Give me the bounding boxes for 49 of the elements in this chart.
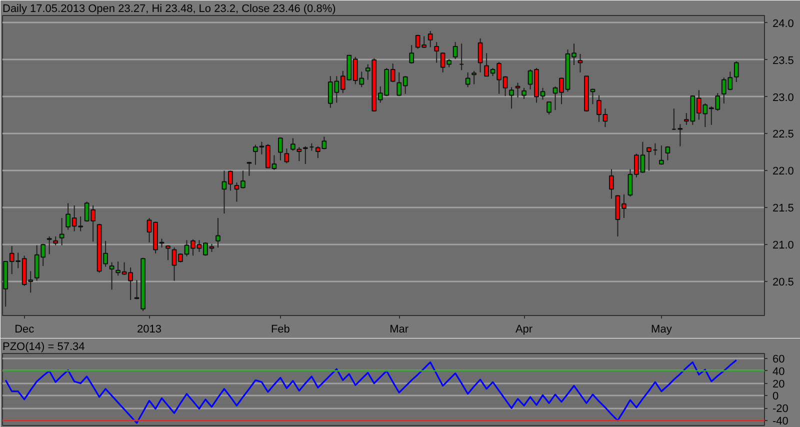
candlestick [522, 87, 526, 100]
candlestick [166, 244, 170, 261]
line-series [4, 359, 738, 424]
y-tick-label: 40 [772, 366, 785, 378]
candlestick [284, 148, 290, 164]
y-tick-label: 23.0 [772, 92, 794, 104]
y-tick-label: 20 [772, 378, 785, 390]
candlestick [472, 70, 476, 85]
candlestick [659, 145, 664, 166]
candlestick [546, 101, 552, 116]
x-tick-label: Dec [14, 324, 35, 336]
y-tick-label: 0 [772, 390, 779, 403]
candlestick [216, 217, 220, 248]
x-tick-label: 2013 [137, 324, 162, 336]
candlestick [46, 236, 52, 255]
candlestick [609, 168, 614, 200]
candlestick [434, 42, 440, 64]
candlestick [302, 146, 308, 165]
y-tick-label: -20 [772, 403, 788, 416]
candlestick [109, 262, 114, 290]
candlestick [59, 217, 64, 246]
candlestick [646, 146, 652, 172]
candlestick [278, 136, 283, 161]
y-tick-label: 22.0 [772, 166, 794, 178]
y-tick-label: -40 [772, 416, 788, 427]
x-tick-label: Mar [390, 324, 409, 336]
y-tick-label: 21.5 [772, 202, 794, 215]
y-tick-label: 21.0 [772, 240, 794, 252]
y-tick-label: 23.5 [772, 54, 794, 67]
candlestick [734, 60, 739, 82]
y-tick-label: 24.0 [772, 18, 794, 30]
candlestick [578, 53, 583, 73]
candlestick [478, 38, 483, 73]
y-tick-label: 22.5 [772, 128, 794, 141]
candlestick [665, 146, 670, 161]
y-tick-label: 20.5 [772, 276, 794, 289]
candlestick [515, 82, 520, 98]
candlestick [452, 42, 458, 60]
x-tick-label: May [651, 324, 672, 336]
candlestick [246, 161, 252, 176]
chart-title: Daily 17.05.2013 Open 23.27, Hi 23.48, Lo 23.2, Close 23.46 (0.8%) [2, 3, 336, 15]
candlestick [428, 30, 433, 48]
x-tick-label: Feb [270, 324, 290, 336]
candlestick [509, 86, 514, 110]
y-tick-label: 60 [772, 353, 785, 366]
candlestick [409, 44, 414, 64]
x-tick-label: Apr [515, 324, 533, 336]
chart-title: PZO(14) = 57.34 [2, 341, 85, 353]
candlestick [465, 72, 470, 88]
